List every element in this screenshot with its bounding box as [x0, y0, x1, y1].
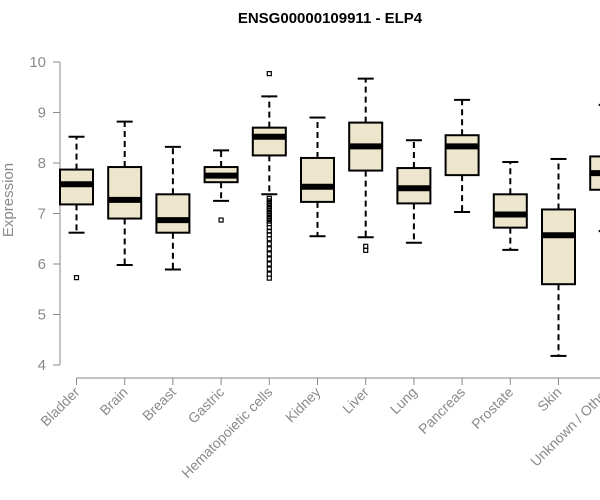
box-group — [348, 77, 384, 253]
outlier-point — [266, 256, 272, 262]
outlier-point — [363, 247, 369, 253]
outlier-point — [266, 236, 272, 242]
x-tick-label: Unknown / Other — [527, 384, 600, 470]
x-tick-label: Skin — [534, 384, 565, 415]
x-tick-label: Breast — [139, 384, 179, 424]
box — [300, 156, 335, 203]
box — [492, 193, 528, 229]
box-group — [203, 149, 239, 223]
box — [444, 134, 480, 177]
outlier-point — [73, 275, 80, 281]
box-group — [300, 116, 335, 238]
outlier-point — [266, 246, 272, 252]
x-tick-label: Gastric — [185, 384, 228, 427]
outlier-point — [266, 271, 272, 277]
y-axis: 4 5 6 7 8 9 10 — [29, 54, 61, 374]
box-series — [59, 71, 600, 357]
box-group — [107, 120, 143, 267]
outlier-point — [266, 275, 272, 281]
box-group — [492, 160, 528, 251]
y-tick-label: 7 — [38, 206, 46, 223]
y-tick-label: 6 — [38, 256, 46, 273]
box — [155, 193, 191, 234]
outlier-point — [266, 71, 272, 77]
outlier-point — [266, 266, 272, 272]
chart-title: ENSG00000109911 - ELP4 — [238, 10, 423, 27]
x-tick-label: Kidney — [282, 384, 324, 426]
box-group — [589, 103, 600, 233]
outlier-point — [266, 241, 272, 247]
y-tick-label: 10 — [29, 54, 46, 71]
box — [251, 126, 287, 157]
x-tick-label: Brain — [96, 384, 130, 418]
box-group — [59, 135, 94, 281]
outlier-point — [266, 251, 272, 257]
y-tick-label: 9 — [38, 105, 46, 122]
x-tick-label: Bladder — [37, 384, 83, 430]
box — [107, 166, 143, 220]
x-tick-label: Liver — [339, 384, 372, 417]
outlier-point — [363, 243, 369, 249]
y-tick-label: 8 — [38, 155, 46, 172]
x-tick-label: Hematopoietic cells — [178, 384, 275, 481]
box-group — [541, 157, 576, 357]
x-tick-label: Prostate — [468, 384, 516, 432]
y-tick-label: 4 — [38, 357, 46, 374]
y-axis-title: Expression — [0, 163, 17, 237]
outlier-point — [266, 261, 272, 267]
x-tick-label: Pancreas — [415, 384, 468, 437]
box-group — [444, 98, 480, 213]
outlier-point — [218, 217, 224, 223]
y-tick-label: 5 — [38, 307, 46, 324]
box-group — [251, 71, 287, 281]
x-tick-label: Lung — [387, 384, 420, 417]
box-group — [155, 145, 191, 271]
box — [541, 208, 576, 286]
box-group — [396, 139, 432, 244]
